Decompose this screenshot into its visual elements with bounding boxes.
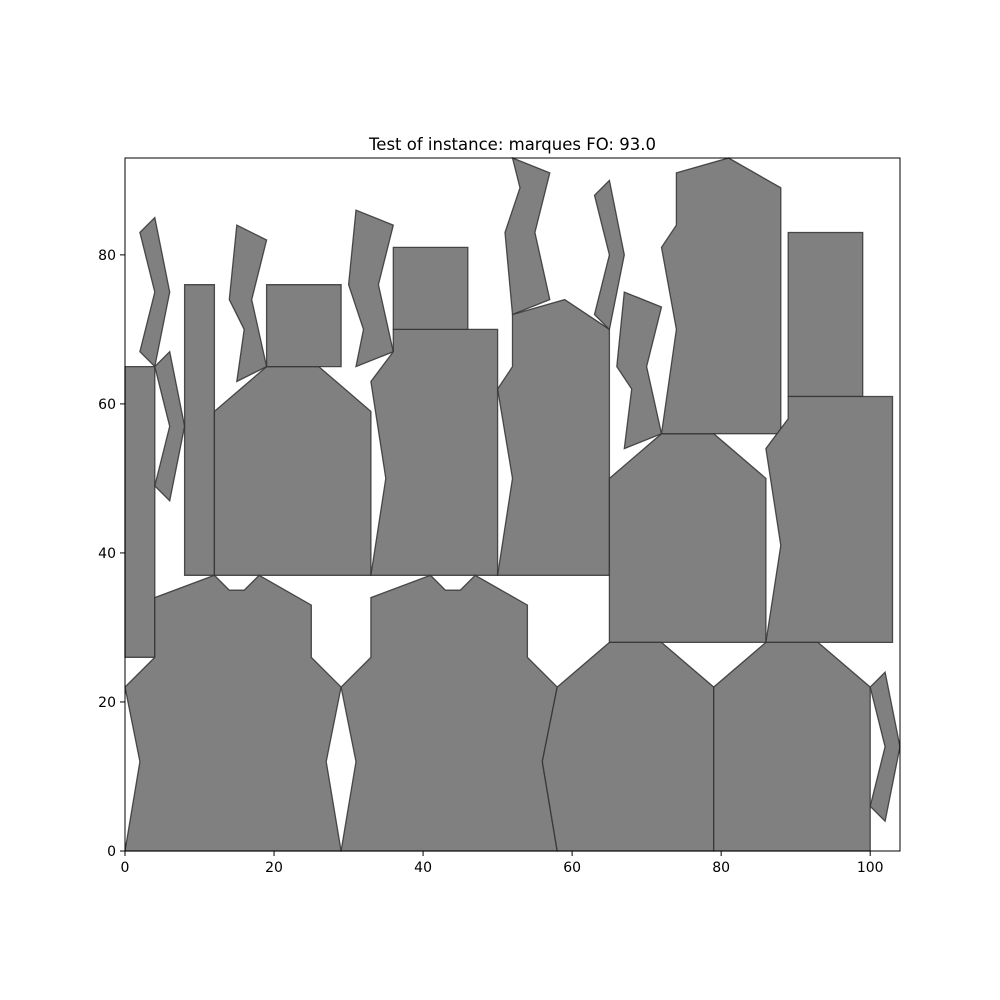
polygon-pieces	[124, 156, 901, 852]
piece-polygon-6	[265, 284, 342, 368]
piece-polygon-19	[124, 574, 342, 852]
x-tick-label: 60	[563, 860, 581, 876]
y-tick-label: 0	[107, 844, 116, 860]
piece-polygon-4	[183, 284, 216, 576]
piece-polygon-13	[593, 179, 625, 331]
piece-polygon-18	[765, 395, 894, 644]
x-tick-label: 100	[857, 860, 884, 876]
piece-polygon-8	[347, 209, 395, 368]
x-tick-label: 0	[121, 860, 130, 876]
piece-polygon-14	[616, 291, 663, 450]
chart-title: Test of instance: marques FO: 93.0	[368, 135, 656, 154]
y-axis-ticks: 0 20 40 60 80	[98, 248, 125, 860]
piece-polygon-15	[608, 433, 767, 644]
piece-polygon-9	[370, 328, 499, 576]
piece-polygon-7	[228, 224, 268, 383]
axes-frame	[124, 157, 901, 852]
piece-polygon-3	[154, 350, 186, 503]
piece-polygon-10	[392, 246, 469, 331]
y-tick-label: 40	[98, 546, 116, 562]
x-axis-ticks: 0 20 40 60 80 100	[121, 851, 884, 876]
piece-polygon-17	[787, 231, 864, 398]
piece-polygon-1	[124, 365, 156, 658]
piece-polygon-22	[713, 641, 871, 852]
x-tick-label: 80	[712, 860, 730, 876]
piece-polygon-20	[340, 574, 558, 852]
y-tick-label: 80	[98, 248, 116, 264]
piece-polygon-16	[660, 157, 782, 435]
piece-polygon-12	[504, 156, 551, 316]
x-tick-label: 40	[414, 860, 432, 876]
y-tick-label: 60	[98, 397, 116, 413]
piece-polygon-5	[213, 365, 372, 576]
piece-polygon-11	[496, 298, 611, 576]
piece-polygon-23	[869, 670, 901, 823]
y-tick-label: 20	[98, 695, 116, 711]
x-tick-label: 20	[265, 860, 283, 876]
